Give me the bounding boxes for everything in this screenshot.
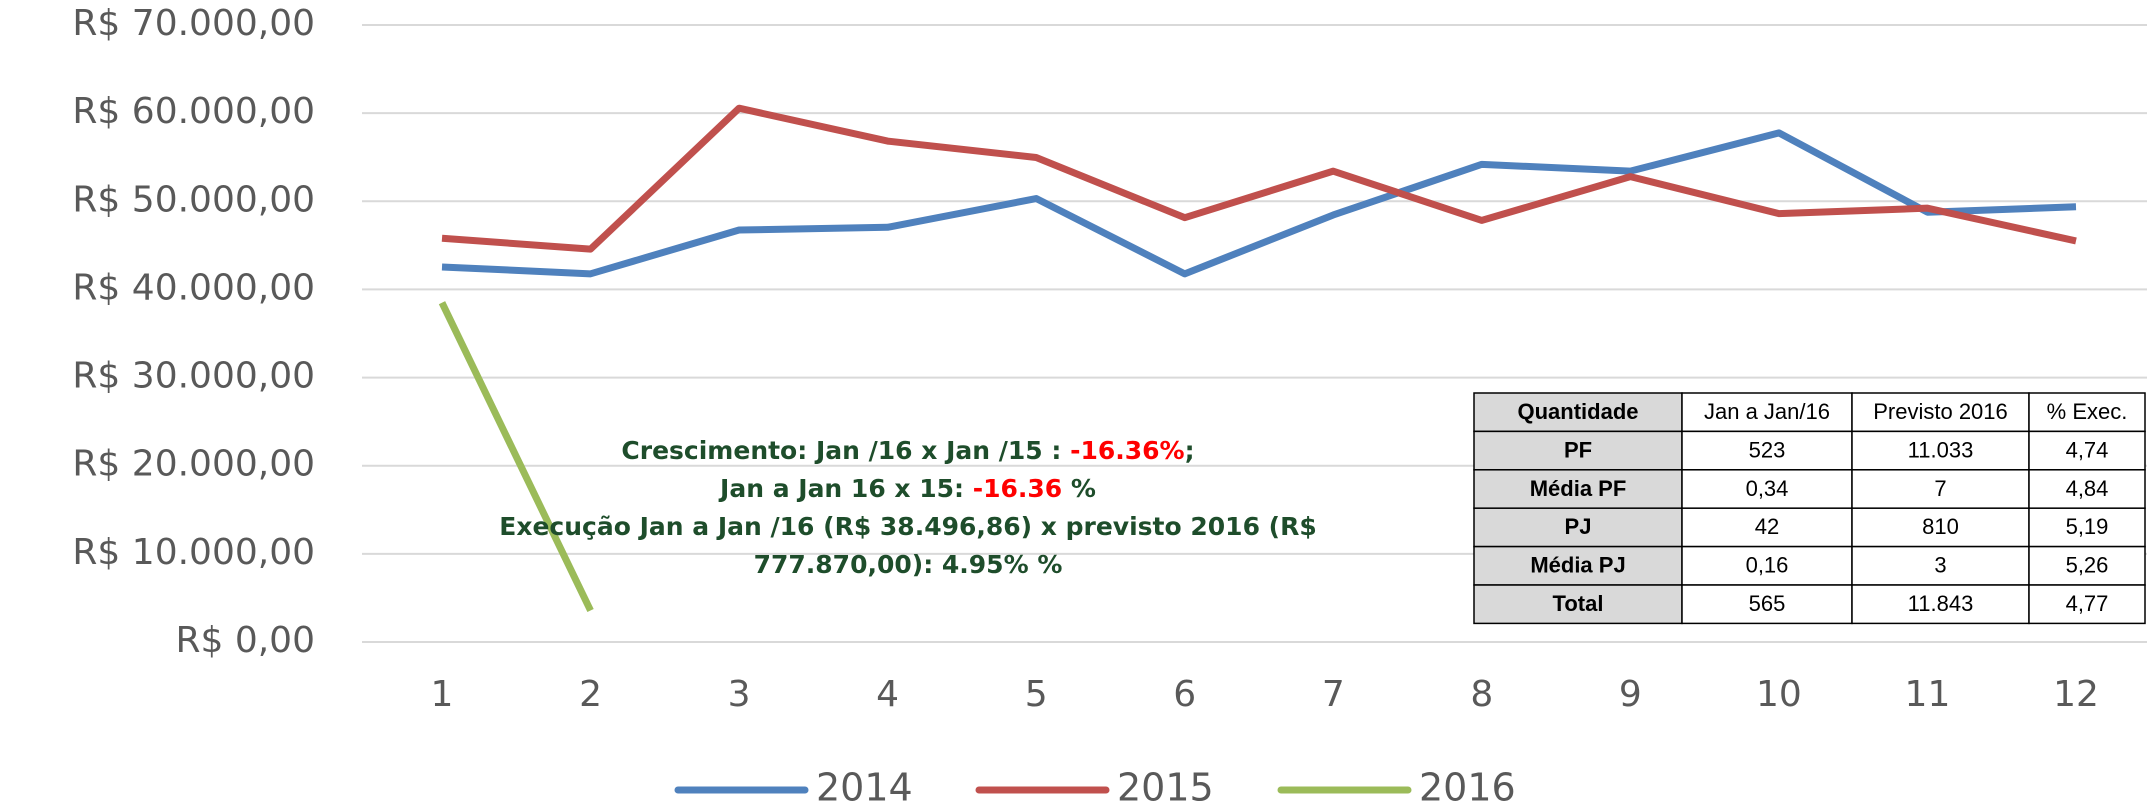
table-text: Média PF (1530, 476, 1627, 501)
annotation-part: -16.36% (1070, 436, 1185, 465)
annotation-part: Jan a Jan 16 x 15: (718, 474, 973, 503)
table-cell (1473, 392, 1683, 433)
table-text: Total (1553, 591, 1604, 616)
table-cell (2028, 507, 2146, 548)
table-text: % Exec. (2047, 399, 2128, 424)
y-tick-label: R$ 60.000,00 (72, 91, 315, 132)
table-text: 7 (1934, 476, 1946, 501)
y-tick-label: R$ 40.000,00 (72, 267, 315, 308)
x-tick-label: 1 (431, 674, 454, 715)
annotation-part: Execução Jan a Jan /16 (R$ 38.496,86) x … (499, 512, 1317, 541)
table-text: PF (1564, 437, 1592, 462)
table-cell (1851, 469, 2030, 509)
table-text: 4,77 (2066, 591, 2109, 616)
y-tick-label: R$ 30.000,00 (72, 356, 315, 397)
table-cell (1473, 545, 1683, 586)
annotation-part: -16.36 (973, 474, 1062, 503)
x-tick-label: 6 (1173, 674, 1196, 715)
legend-label: 2016 (1419, 766, 1516, 808)
table-text: 4,84 (2066, 476, 2109, 501)
x-tick-label: 12 (2053, 674, 2099, 715)
series-line (441, 104, 2077, 253)
table-text: Previsto 2016 (1873, 399, 2008, 424)
annotation: Jan a Jan 16 x 15: -16.36 % (718, 474, 1096, 503)
table-text: 5,26 (2066, 553, 2109, 578)
table-text: 0,34 (1746, 476, 1789, 501)
table-text: Quantidade (1517, 399, 1638, 424)
table-text: 565 (1749, 591, 1786, 616)
table-text: 523 (1749, 437, 1786, 462)
table-text: 5,19 (2066, 514, 2109, 539)
y-tick-label: R$ 70.000,00 (72, 3, 315, 44)
annotation-part: % (1062, 474, 1096, 503)
legend-label: 2014 (816, 766, 913, 808)
annotation-part: 777.870,00): 4.95% % (754, 550, 1063, 579)
series-line (441, 129, 2077, 278)
table-text: 11.033 (1908, 437, 1974, 462)
table-text: Média PJ (1530, 553, 1625, 578)
annotation-part: ; (1185, 436, 1195, 465)
table-cell (1681, 584, 1853, 625)
x-tick-label: 9 (1619, 674, 1642, 715)
legend-label: 2015 (1117, 766, 1214, 808)
table-text: 42 (1755, 514, 1779, 539)
x-tick-label: 2 (579, 674, 602, 715)
series-line (438, 301, 594, 613)
y-tick-label: R$ 10.000,00 (72, 532, 315, 573)
table-cell (1681, 392, 1853, 433)
x-tick-label: 3 (728, 674, 751, 715)
table-text: PJ (1565, 514, 1592, 539)
x-tick-label: 4 (876, 674, 899, 715)
table-text: 11.843 (1908, 591, 1974, 616)
annotation: Crescimento: Jan /16 x Jan /15 : -16.36%… (621, 436, 1194, 465)
table-text: 810 (1922, 514, 1959, 539)
table-cell (2028, 469, 2146, 509)
y-tick-label: R$ 20.000,00 (72, 444, 315, 485)
x-tick-label: 5 (1025, 674, 1048, 715)
table-text: 4,74 (2066, 437, 2109, 462)
x-tick-label: 10 (1756, 674, 1802, 715)
table-cell (1681, 469, 1853, 509)
table-text: Jan a Jan/16 (1704, 399, 1830, 424)
table-text: 0,16 (1746, 553, 1789, 578)
annotation-part: Crescimento: Jan /16 x Jan /15 : (621, 436, 1070, 465)
x-tick-label: 7 (1322, 674, 1345, 715)
table-cell (2028, 392, 2146, 433)
table-cell (2028, 584, 2146, 625)
x-tick-label: 11 (1905, 674, 1951, 715)
y-tick-label: R$ 50.000,00 (72, 179, 315, 220)
table-text: 3 (1934, 553, 1946, 578)
x-tick-label: 8 (1470, 674, 1493, 715)
y-tick-label: R$ 0,00 (175, 620, 315, 661)
table-cell (1851, 430, 2030, 471)
annotation: 777.870,00): 4.95% % (754, 550, 1063, 579)
annotation: Execução Jan a Jan /16 (R$ 38.496,86) x … (499, 512, 1317, 541)
table-cell (1473, 584, 1683, 625)
table-cell (1473, 469, 1683, 509)
table-cell (2028, 545, 2146, 586)
table-cell (1681, 545, 1853, 586)
